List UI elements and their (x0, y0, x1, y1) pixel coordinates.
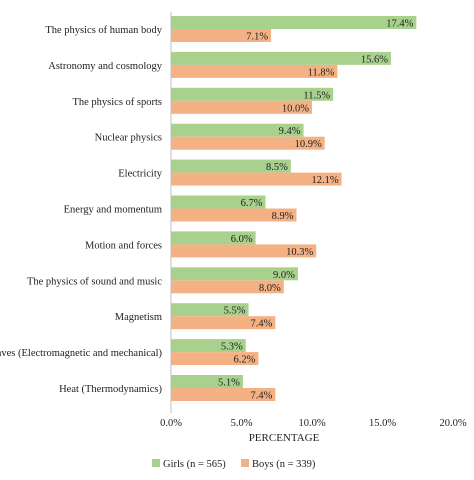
girls-bar (171, 159, 291, 173)
category-label: Heat (Thermodynamics) (59, 384, 162, 395)
girls-value-label: 5.3% (221, 342, 243, 353)
boys-bar (171, 352, 259, 366)
boys-bar (171, 208, 297, 222)
x-tick-label: 0.0% (160, 418, 182, 429)
boys-value-label: 7.1% (246, 32, 268, 43)
girls-value-label: 5.1% (218, 378, 240, 389)
boys-value-label: 8.9% (272, 211, 294, 222)
x-tick-label: 20.0% (439, 418, 466, 429)
boys-value-label: 7.4% (250, 319, 272, 330)
girls-value-label: 5.5% (224, 306, 246, 317)
category-label: Magnetism (115, 312, 162, 323)
category-label: The physics of sports (72, 97, 162, 108)
girls-bar (171, 51, 391, 65)
category-label: The physics of sound and music (27, 276, 162, 287)
x-axis-title: PERCENTAGE (249, 432, 320, 444)
boys-value-label: 10.9% (295, 139, 322, 150)
boys-legend-swatch (241, 459, 249, 467)
boys-value-label: 6.2% (234, 355, 256, 366)
girls-value-label: 11.5% (303, 90, 330, 101)
girls-bar (171, 195, 266, 209)
boys-legend-label: Boys (n = 339) (252, 459, 316, 470)
category-label: Motion and forces (85, 240, 162, 251)
girls-value-label: 6.0% (231, 234, 253, 245)
girls-bar (171, 123, 304, 137)
boys-bar (171, 100, 312, 114)
girls-value-label: 9.4% (279, 126, 301, 137)
girls-value-label: 8.5% (266, 162, 288, 173)
value-labels: 17.4% 7.1% 15.6% 11.8% 11.5% 10.0% 9.4% 10.9% 8.… (218, 19, 414, 402)
girls-legend-swatch (152, 459, 160, 467)
boys-bar (171, 64, 338, 78)
girls-bar (171, 339, 246, 353)
girls-bar (171, 87, 334, 101)
bars (171, 16, 417, 401)
girls-bar (171, 375, 243, 388)
boys-bar (171, 244, 317, 258)
x-tick-label: 15.0% (369, 418, 396, 429)
category-labels: The physics of human body Astronomy and c… (0, 25, 163, 395)
girls-value-label: 15.6% (361, 54, 388, 65)
boys-bar (171, 316, 276, 330)
category-label: Electricity (118, 169, 162, 180)
category-label: Astronomy and cosmology (48, 61, 162, 72)
girls-bar (171, 267, 298, 281)
category-label: Waves (Electromagnetic and mechanical) (0, 348, 163, 359)
boys-bar (171, 388, 276, 401)
boys-value-label: 11.8% (308, 67, 335, 78)
category-label: Nuclear physics (95, 133, 162, 144)
boys-bar (171, 29, 272, 42)
x-tick-labels: 0.0% 5.0% 10.0% 15.0% 20.0% (160, 418, 467, 429)
girls-bar (171, 303, 249, 317)
category-label: The physics of human body (45, 25, 162, 36)
boys-value-label: 12.1% (311, 175, 338, 186)
boys-bar (171, 136, 325, 150)
girls-value-label: 9.0% (273, 270, 295, 281)
boys-value-label: 10.3% (286, 247, 313, 258)
boys-value-label: 7.4% (250, 391, 272, 402)
x-tick-label: 5.0% (231, 418, 253, 429)
boys-bar (171, 172, 342, 186)
girls-bar (171, 231, 256, 245)
x-tick-label: 10.0% (298, 418, 325, 429)
boys-value-label: 8.0% (259, 283, 281, 294)
girls-value-label: 17.4% (386, 19, 413, 30)
girls-legend-label: Girls (n = 565) (163, 459, 226, 470)
boys-bar (171, 280, 284, 294)
girls-value-label: 6.7% (241, 198, 263, 209)
legend: Girls (n = 565) Boys (n = 339) (152, 459, 316, 470)
girls-bar (171, 16, 417, 29)
category-label: Energy and momentum (64, 205, 162, 216)
boys-value-label: 10.0% (282, 103, 309, 114)
